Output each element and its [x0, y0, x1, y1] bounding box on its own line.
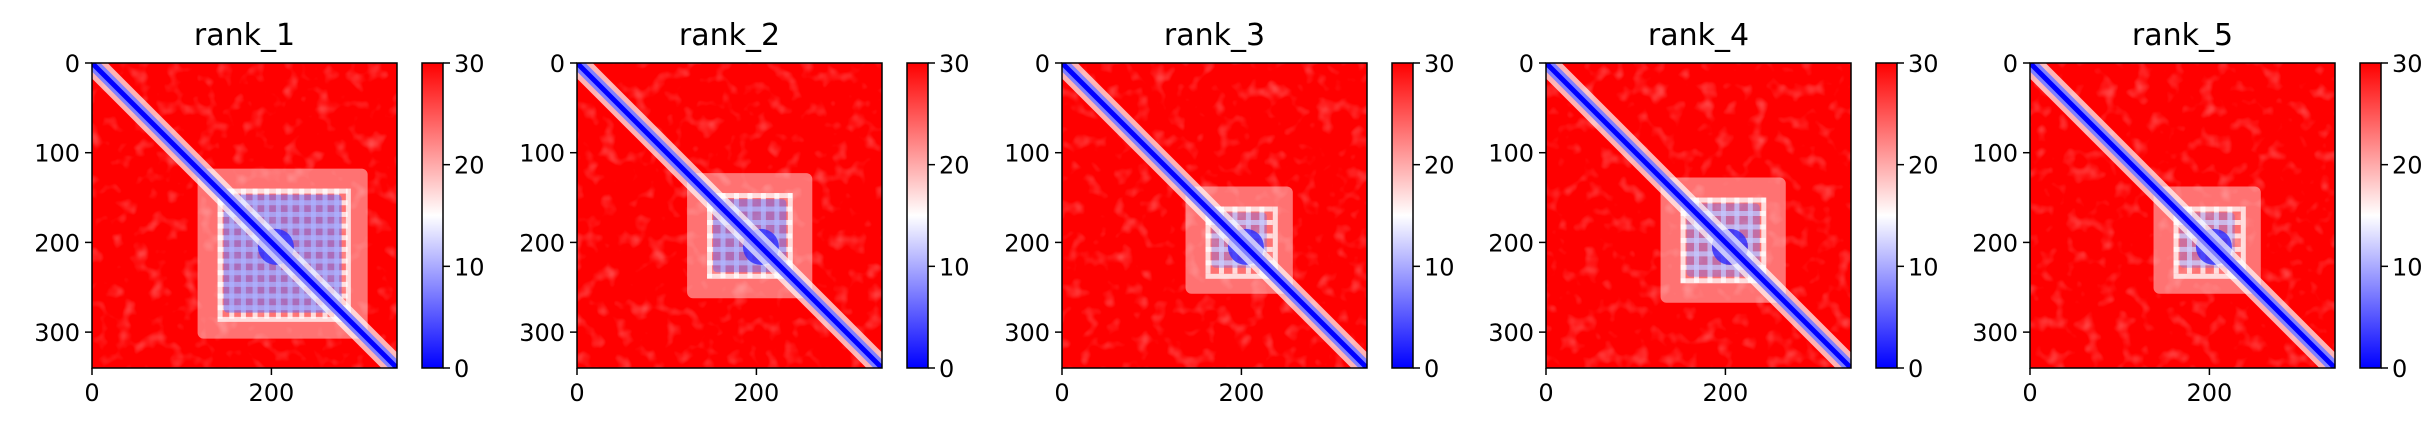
x-tick-label: 200: [1703, 379, 1749, 407]
x-tick-label: 200: [249, 379, 295, 407]
axes-frame: [2029, 62, 2336, 369]
colorbar-tick-label: 0: [1908, 355, 1923, 383]
colorbar-tick-label: 10: [454, 253, 485, 281]
axes-frame: [576, 62, 883, 369]
x-tick-label: 0: [2022, 379, 2037, 407]
y-tick-label: 100: [1004, 140, 1050, 168]
y-tick-label: 200: [34, 229, 80, 257]
x-tick-label: 200: [734, 379, 780, 407]
axes-frame: [91, 62, 398, 369]
y-tick-label: 100: [1972, 140, 2018, 168]
colorbar: 0 10 20 30: [2359, 50, 2423, 383]
heatmap-image: [1062, 63, 1367, 368]
colorbar-tick-label: 30: [1908, 50, 1939, 78]
heatmap-image: [577, 63, 882, 368]
colorbar: 0 10 20 30: [906, 50, 970, 383]
colorbar-tick-label: 30: [1424, 50, 1455, 78]
y-tick-label: 200: [519, 229, 565, 257]
y-tick-label: 300: [519, 319, 565, 347]
panel-title: rank_2: [679, 18, 780, 53]
heatmap-panel-1: rank_1 0 200 0 100 200 300 0 10 20 30: [34, 18, 484, 407]
colorbar-tick-label: 30: [454, 50, 485, 78]
y-tick-label: 300: [1004, 319, 1050, 347]
panel-title: rank_1: [194, 18, 295, 53]
colorbar-tick-label: 0: [2392, 355, 2407, 383]
x-tick-label: 0: [84, 379, 99, 407]
axes-frame: [1545, 62, 1852, 369]
colorbar: 0 10 20 30: [1391, 50, 1455, 383]
heatmap-image: [92, 63, 397, 368]
y-tick-label: 100: [34, 140, 80, 168]
y-tick-label: 0: [550, 50, 565, 78]
y-tick-label: 200: [1488, 229, 1534, 257]
y-tick-label: 0: [1519, 50, 1534, 78]
y-tick-label: 200: [1004, 229, 1050, 257]
colorbar-tick-label: 0: [1424, 355, 1439, 383]
colorbar-tick-label: 10: [1424, 253, 1455, 281]
colorbar-tick-label: 10: [1908, 253, 1939, 281]
heatmap-panel-5: rank_5 0 200 0 100 200 300 0 10 20 30: [1972, 18, 2422, 407]
heatmap-image: [1546, 63, 1851, 368]
axes-frame: [1061, 62, 1368, 369]
colorbar-tick-label: 30: [939, 50, 970, 78]
colorbar-tick-label: 20: [454, 152, 485, 180]
y-tick-label: 300: [1972, 319, 2018, 347]
x-tick-label: 200: [2187, 379, 2233, 407]
colorbar-tick-label: 0: [939, 355, 954, 383]
heatmap-image: [2030, 63, 2335, 368]
colorbar-tick-label: 20: [1908, 152, 1939, 180]
y-tick-label: 200: [1972, 229, 2018, 257]
panel-title: rank_5: [2132, 18, 2233, 53]
colorbar-tick-label: 20: [939, 152, 970, 180]
y-tick-label: 300: [34, 319, 80, 347]
colorbar-tick-label: 30: [2392, 50, 2423, 78]
heatmap-panel-2: rank_2 0 200 0 100 200 300 0 10 20 30: [519, 18, 969, 407]
x-tick-label: 0: [1538, 379, 1553, 407]
x-tick-label: 200: [1219, 379, 1265, 407]
colorbar-tick-label: 20: [2392, 152, 2423, 180]
colorbar-tick-label: 10: [2392, 253, 2423, 281]
y-tick-label: 0: [1035, 50, 1050, 78]
x-tick-label: 0: [569, 379, 584, 407]
panel-title: rank_4: [1648, 18, 1749, 53]
x-tick-label: 0: [1054, 379, 1069, 407]
y-tick-label: 100: [1488, 140, 1534, 168]
heatmap-panel-3: rank_3 0 200 0 100 200 300 0 10 20 30: [1004, 18, 1454, 407]
y-tick-label: 300: [1488, 319, 1534, 347]
colorbar: 0 10 20 30: [1875, 50, 1939, 383]
y-tick-label: 100: [519, 140, 565, 168]
colorbar-tick-label: 20: [1424, 152, 1455, 180]
colorbar: 0 10 20 30: [421, 50, 485, 383]
y-tick-label: 0: [2003, 50, 2018, 78]
panel-title: rank_3: [1164, 18, 1265, 53]
colorbar-tick-label: 0: [454, 355, 469, 383]
heatmap-panel-4: rank_4 0 200 0 100 200 300 0 10 20 30: [1488, 18, 1938, 407]
y-tick-label: 0: [65, 50, 80, 78]
colorbar-tick-label: 10: [939, 253, 970, 281]
